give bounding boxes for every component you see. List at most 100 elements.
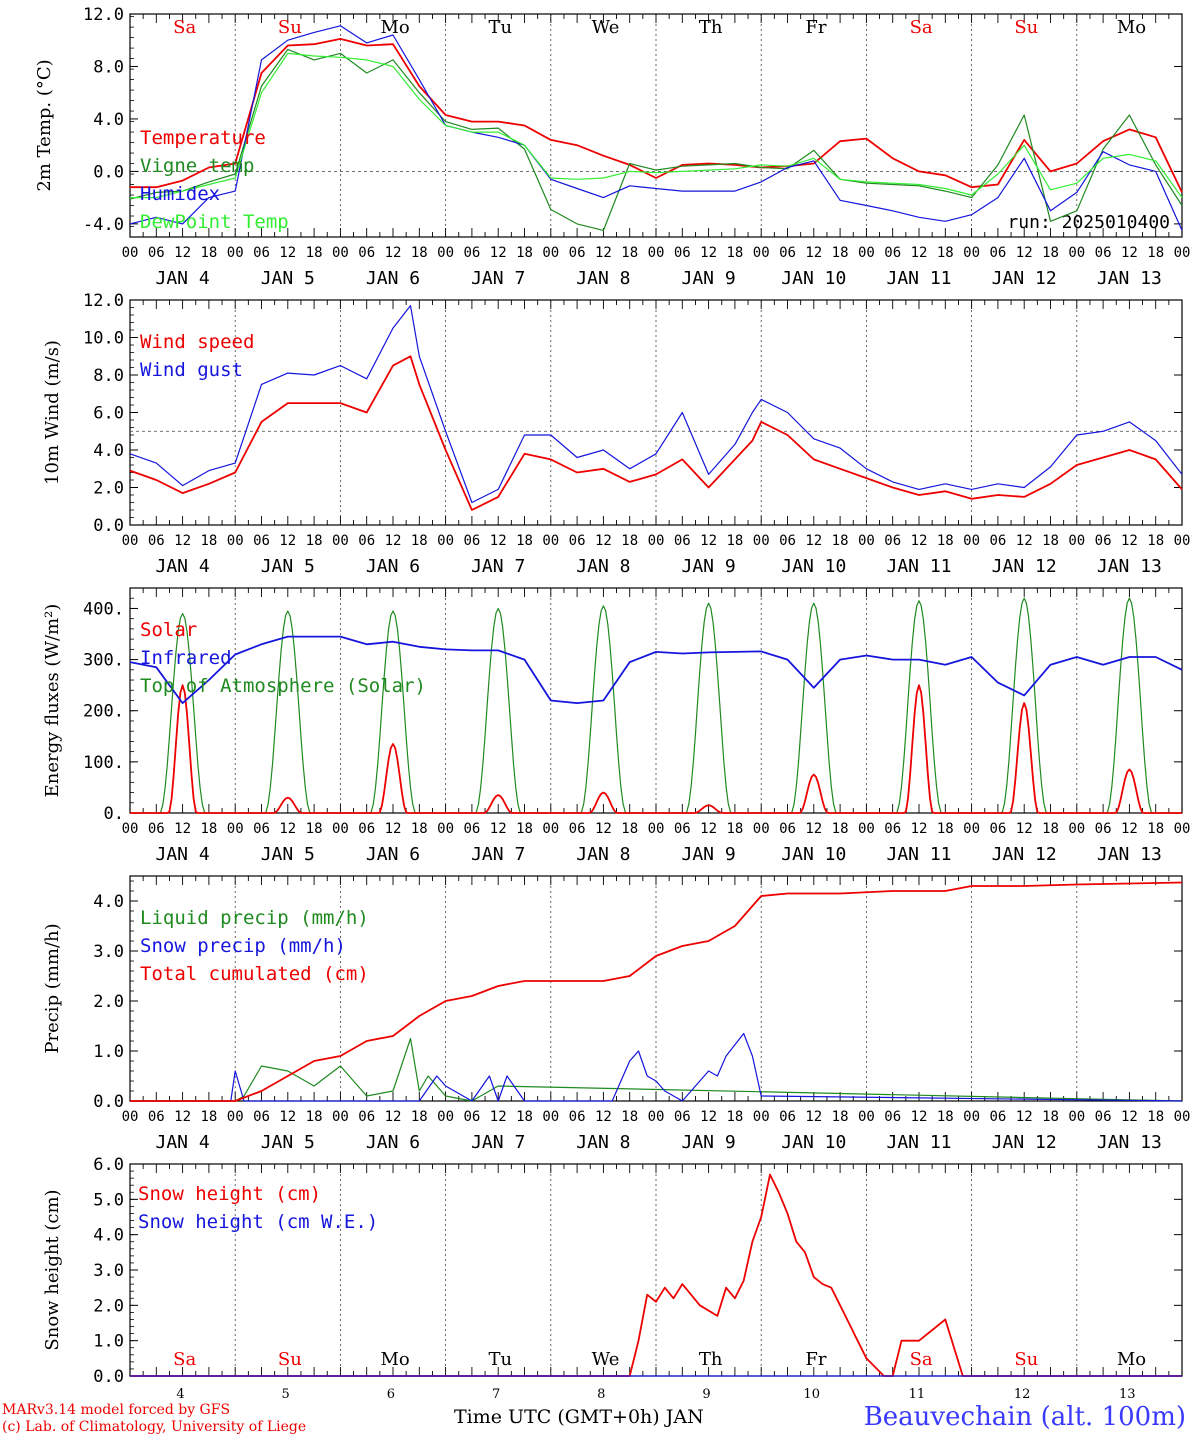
x-hour-label: 12 bbox=[805, 821, 822, 837]
x-hour-label: 12 bbox=[1121, 245, 1138, 261]
x-hour-label: 00 bbox=[227, 1109, 244, 1125]
x-hour-label: 06 bbox=[884, 533, 901, 549]
legend-entry: Solar bbox=[140, 619, 197, 641]
day-name-label: Sa bbox=[910, 1349, 933, 1370]
series-line bbox=[130, 38, 1183, 193]
x-hour-label: 00 bbox=[122, 245, 139, 261]
day-name-label: Mo bbox=[1117, 1349, 1146, 1370]
series-line bbox=[130, 1173, 1182, 1377]
x-date-label: JAN 9 bbox=[682, 1132, 736, 1153]
legend-entry: Liquid precip (mm/h) bbox=[140, 907, 369, 929]
x-hour-label: 12 bbox=[385, 1109, 402, 1125]
y-tick-label: 1.0 bbox=[93, 1042, 124, 1062]
x-date-label: JAN 13 bbox=[1097, 556, 1162, 577]
y-tick-label: 3.0 bbox=[93, 1261, 124, 1281]
x-hour-label: 12 bbox=[911, 821, 928, 837]
x-hour-label: 12 bbox=[174, 1109, 191, 1125]
x-hour-label: 12 bbox=[1016, 533, 1033, 549]
x-hour-label: 06 bbox=[358, 1109, 375, 1125]
legend-entry: Humidex bbox=[140, 183, 220, 205]
y-tick-label: 4.0 bbox=[93, 892, 124, 912]
x-date-label: JAN 11 bbox=[886, 268, 951, 289]
x-date-label: JAN 6 bbox=[366, 268, 420, 289]
x-hour-label: 00 bbox=[437, 1109, 454, 1125]
x-hour-label: 06 bbox=[148, 821, 165, 837]
x-hour-label: 06 bbox=[989, 821, 1006, 837]
y-tick-label: 200. bbox=[83, 702, 124, 722]
x-hour-label: 00 bbox=[437, 821, 454, 837]
legend-entry: Temperature bbox=[140, 127, 266, 149]
x-hour-label: 06 bbox=[148, 245, 165, 261]
y-tick-label: 3.0 bbox=[93, 942, 124, 962]
x-hour-label: 18 bbox=[621, 1109, 638, 1125]
credits: MARv3.14 model forced by GFS (c) Lab. of… bbox=[2, 1402, 306, 1436]
x-hour-label: 00 bbox=[963, 245, 980, 261]
x-hour-label: 00 bbox=[1174, 533, 1191, 549]
day-name-label: Mo bbox=[380, 1349, 409, 1370]
x-hour-label: 06 bbox=[779, 245, 796, 261]
x-hour-label: 06 bbox=[884, 1109, 901, 1125]
x-hour-label: 12 bbox=[490, 533, 507, 549]
x-hour-label: 12 bbox=[911, 245, 928, 261]
x-hour-label: 00 bbox=[648, 533, 665, 549]
x-hour-label: 00 bbox=[753, 245, 770, 261]
x-day-number: 10 bbox=[803, 1387, 820, 1400]
x-date-label: JAN 9 bbox=[682, 268, 736, 289]
x-date-label: JAN 4 bbox=[156, 556, 210, 577]
x-hour-label: 12 bbox=[1121, 821, 1138, 837]
x-hour-label: 00 bbox=[122, 821, 139, 837]
x-hour-label: 12 bbox=[595, 245, 612, 261]
x-hour-label: 00 bbox=[1068, 821, 1085, 837]
day-name-label: Mo bbox=[380, 17, 409, 38]
x-date-label: JAN 11 bbox=[886, 1132, 951, 1153]
y-tick-label: -4.0 bbox=[83, 215, 124, 235]
legend-entry: Snow height (cm W.E.) bbox=[138, 1211, 378, 1233]
x-hour-label: 12 bbox=[911, 533, 928, 549]
x-hour-label: 12 bbox=[174, 821, 191, 837]
day-name-label: Sa bbox=[173, 1349, 196, 1370]
x-hour-label: 00 bbox=[542, 533, 559, 549]
y-tick-label: 4.0 bbox=[93, 110, 124, 130]
x-date-label: JAN 7 bbox=[471, 556, 525, 577]
x-hour-label: 12 bbox=[1121, 1109, 1138, 1125]
y-tick-label: 6.0 bbox=[93, 404, 124, 424]
series-line bbox=[130, 684, 1182, 814]
y-tick-label: 0.0 bbox=[93, 162, 124, 182]
x-hour-label: 18 bbox=[1042, 533, 1059, 549]
x-date-label: JAN 10 bbox=[781, 268, 846, 289]
x-hour-label: 00 bbox=[963, 1109, 980, 1125]
x-hour-label: 06 bbox=[779, 533, 796, 549]
x-hour-label: 18 bbox=[200, 821, 217, 837]
x-hour-label: 00 bbox=[542, 821, 559, 837]
x-date-label: JAN 7 bbox=[471, 268, 525, 289]
y-axis-title: Energy fluxes (W/m²) bbox=[42, 604, 63, 798]
x-hour-label: 00 bbox=[542, 245, 559, 261]
x-hour-label: 12 bbox=[805, 245, 822, 261]
x-hour-label: 00 bbox=[332, 1109, 349, 1125]
series-line bbox=[129, 635, 1183, 704]
day-name-label: Sa bbox=[910, 17, 933, 38]
x-hour-label: 12 bbox=[279, 533, 296, 549]
x-hour-label: 00 bbox=[648, 245, 665, 261]
x-hour-label: 00 bbox=[1174, 245, 1191, 261]
x-hour-label: 00 bbox=[122, 1109, 139, 1125]
x-hour-label: 18 bbox=[1042, 1109, 1059, 1125]
x-hour-label: 12 bbox=[490, 821, 507, 837]
x-hour-label: 12 bbox=[1121, 533, 1138, 549]
legend-entry: DewPoint Temp bbox=[140, 211, 289, 233]
x-hour-label: 18 bbox=[726, 1109, 743, 1125]
x-hour-label: 12 bbox=[1016, 245, 1033, 261]
legend-entry: Top of Atmosphere (Solar) bbox=[140, 675, 426, 697]
x-hour-label: 00 bbox=[858, 533, 875, 549]
y-tick-label: 12.0 bbox=[83, 291, 124, 311]
y-tick-label: 0. bbox=[104, 804, 124, 824]
x-date-label: JAN 8 bbox=[576, 844, 630, 865]
y-axis-title: Precip (mm/h) bbox=[42, 923, 63, 1053]
x-hour-label: 06 bbox=[148, 533, 165, 549]
legend-entry: Snow height (cm) bbox=[138, 1183, 321, 1205]
x-hour-label: 00 bbox=[753, 821, 770, 837]
x-hour-label: 06 bbox=[253, 245, 270, 261]
x-hour-label: 18 bbox=[411, 533, 428, 549]
x-hour-label: 18 bbox=[516, 821, 533, 837]
x-hour-label: 06 bbox=[884, 245, 901, 261]
